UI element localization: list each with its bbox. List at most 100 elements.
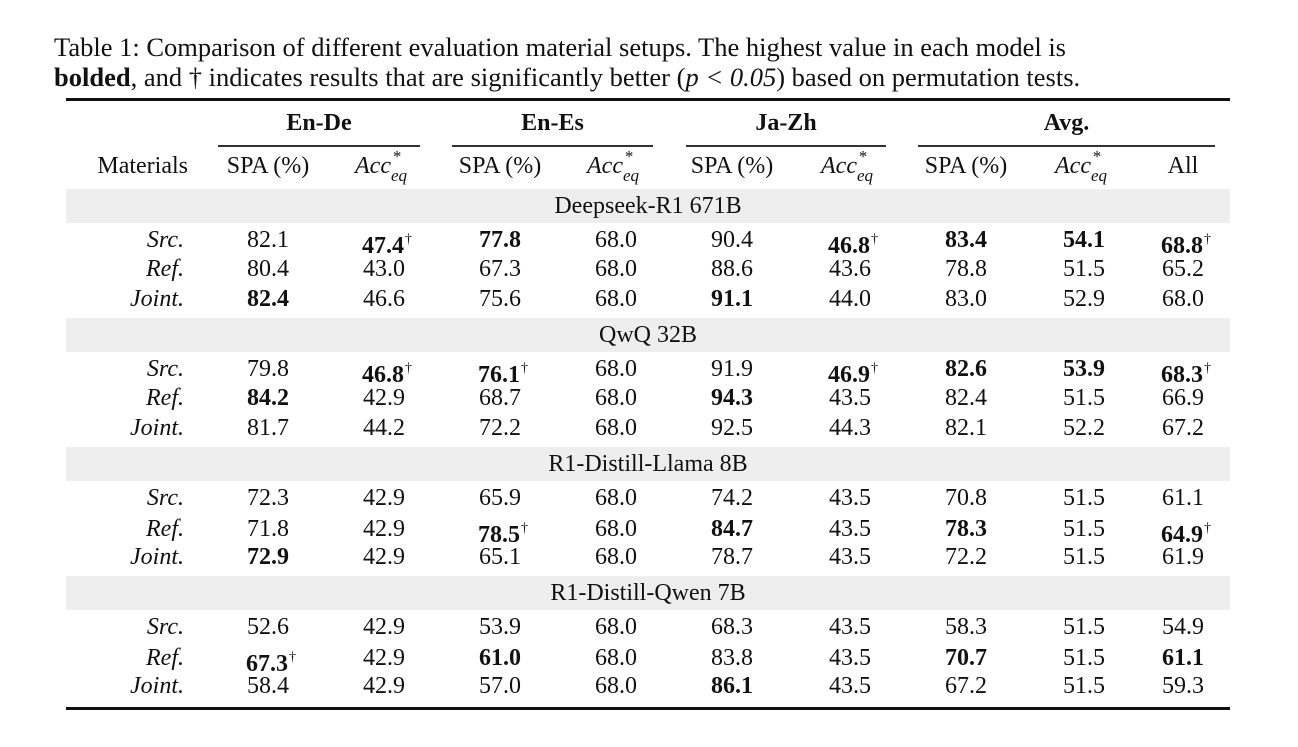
table-cell: 58.4: [218, 671, 318, 701]
table-row: Ref. 67.3† 42.9 61.0 68.0 83.8 43.5 70.7 51.5 61.…: [0, 643, 1298, 677]
group-underline: [452, 145, 653, 147]
cell-value: 68.0: [595, 227, 637, 253]
acc-eq-label: Acc * eq: [355, 147, 413, 185]
table-cell: 43.5: [800, 483, 900, 513]
table-cell: 68.3†: [1136, 354, 1236, 390]
cell-value: 54.9: [1162, 614, 1204, 640]
table-cell: 68.0: [566, 643, 666, 673]
table-cell: 68.0: [566, 383, 666, 413]
table-cell: 61.0: [450, 643, 550, 673]
table-cell: 72.9: [218, 542, 318, 572]
acc-subscript: eq: [390, 166, 408, 185]
table-cell: 72.2: [916, 542, 1016, 572]
cell-value: 43.0: [363, 256, 405, 282]
model-section-header: QwQ 32B: [66, 318, 1230, 352]
caption-text-1: Comparison of different evaluation mater…: [146, 32, 1066, 62]
table-caption: Table 1: Comparison of different evaluat…: [54, 32, 1244, 92]
cell-value: 71.8: [247, 516, 289, 542]
cell-value: 68.3: [1161, 362, 1203, 388]
cell-value: 61.9: [1162, 544, 1204, 570]
table-cell: 66.9: [1133, 383, 1233, 413]
table-cell: 78.3: [916, 514, 1016, 544]
table-cell: 51.5: [1034, 254, 1134, 284]
significance-dagger: †: [1204, 232, 1211, 247]
column-header-acc: Acc * eq: [790, 147, 910, 185]
table-row: Joint. 82.4 46.6 75.6 68.0 91.1 44.0 83.0 52.9 68…: [0, 284, 1298, 314]
table-cell: 68.0: [566, 483, 666, 513]
significance-dagger: †: [289, 650, 296, 665]
table-cell: 52.9: [1034, 284, 1134, 314]
cell-value: 92.5: [711, 415, 753, 441]
table-cell: 68.0: [566, 514, 666, 544]
cell-value: 51.5: [1063, 544, 1105, 570]
cell-value: 70.7: [945, 645, 987, 671]
cell-value: 68.8: [1161, 233, 1203, 259]
table-cell: 46.9†: [803, 354, 903, 390]
cell-value: 61.0: [479, 645, 521, 671]
table-cell: 43.5: [800, 643, 900, 673]
cell-value: 57.0: [479, 673, 521, 699]
column-header-spa: SPA (%): [690, 153, 774, 179]
acc-base: Acc: [355, 153, 391, 179]
cell-value: 91.1: [711, 286, 753, 312]
table-cell: 82.4: [218, 284, 318, 314]
table-cell: 82.1: [218, 225, 318, 255]
table-cell: 71.8: [218, 514, 318, 544]
group-underline: [918, 145, 1215, 147]
cell-value: 51.5: [1063, 645, 1105, 671]
group-header: Ja-Zh: [755, 110, 817, 136]
acc-base: Acc: [587, 153, 623, 179]
cell-value: 46.8: [828, 233, 870, 259]
cell-value: 42.9: [363, 385, 405, 411]
table-cell: 79.8: [218, 354, 318, 384]
acc-superscript: *: [623, 147, 633, 166]
table-cell: 80.4: [218, 254, 318, 284]
table-cell: 43.5: [800, 671, 900, 701]
table-cell: 42.9: [334, 671, 434, 701]
acc-eq-label: Acc * eq: [1055, 147, 1113, 185]
table-cell: 65.1: [450, 542, 550, 572]
table-cell: 44.0: [800, 284, 900, 314]
cell-value: 67.3: [479, 256, 521, 282]
cell-value: 68.0: [595, 516, 637, 542]
table-cell: 67.3: [450, 254, 550, 284]
table-cell: 47.4†: [337, 225, 437, 261]
group-header: En-Es: [521, 110, 584, 136]
cell-value: 68.0: [595, 485, 637, 511]
significance-dagger: †: [405, 361, 412, 376]
table-cell: 46.8†: [803, 225, 903, 261]
table-cell: 91.9: [682, 354, 782, 384]
table-cell: 86.1: [682, 671, 782, 701]
table-row: Joint. 81.7 44.2 72.2 68.0 92.5 44.3 82.1 52.2 67…: [0, 413, 1298, 443]
cell-value: 68.0: [595, 645, 637, 671]
cell-value: 46.8: [362, 362, 404, 388]
cell-value: 68.0: [595, 415, 637, 441]
table-cell: 43.6: [800, 254, 900, 284]
cell-value: 68.0: [595, 256, 637, 282]
cell-value: 91.9: [711, 356, 753, 382]
model-section-header: R1-Distill-Llama 8B: [66, 447, 1230, 481]
cell-value: 84.2: [247, 385, 289, 411]
acc-superscript: *: [1091, 147, 1101, 166]
caption-text-2b: ) based on permutation tests.: [776, 62, 1081, 92]
row-material-label: Joint.: [130, 415, 184, 441]
table-cell: 43.5: [800, 514, 900, 544]
cell-value: 82.4: [247, 286, 289, 312]
table-cell: 51.5: [1034, 643, 1134, 673]
table-cell: 53.9: [450, 612, 550, 642]
acc-base: Acc: [1055, 153, 1091, 179]
cell-value: 68.0: [595, 544, 637, 570]
table-cell: 51.5: [1034, 612, 1134, 642]
table-row: Src. 82.1 47.4† 77.8 68.0 90.4 46.8† 83.4 54.1 68…: [0, 225, 1298, 259]
significance-dagger: †: [871, 361, 878, 376]
cell-value: 76.1: [478, 362, 520, 388]
acc-scripts: * eq: [623, 147, 645, 185]
table-row: Joint. 58.4 42.9 57.0 68.0 86.1 43.5 67.2 51.5 59…: [0, 671, 1298, 701]
cell-value: 46.9: [828, 362, 870, 388]
table-cell: 43.0: [334, 254, 434, 284]
table-cell: 42.9: [334, 483, 434, 513]
cell-value: 42.9: [363, 485, 405, 511]
cell-value: 51.5: [1063, 385, 1105, 411]
cell-value: 68.7: [479, 385, 521, 411]
table-cell: 83.4: [916, 225, 1016, 255]
